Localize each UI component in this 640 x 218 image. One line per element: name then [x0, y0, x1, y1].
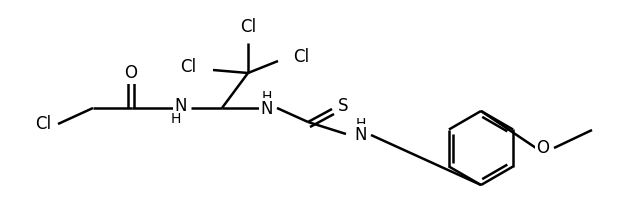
Text: Cl: Cl	[240, 18, 256, 36]
Text: H: H	[171, 112, 181, 126]
Text: Cl: Cl	[35, 115, 51, 133]
Text: N: N	[355, 126, 367, 144]
Text: O: O	[125, 64, 138, 82]
Text: O: O	[536, 139, 550, 157]
Text: H: H	[356, 117, 366, 131]
Text: N: N	[260, 100, 273, 118]
Text: N: N	[175, 97, 188, 115]
Text: Cl: Cl	[293, 48, 309, 66]
Text: H: H	[262, 90, 272, 104]
Text: S: S	[338, 97, 348, 115]
Text: Cl: Cl	[180, 58, 196, 76]
